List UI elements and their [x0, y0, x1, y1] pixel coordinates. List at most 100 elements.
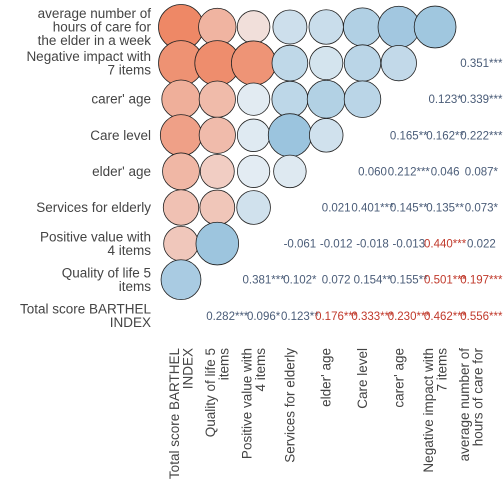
- correlation-value-label: 0.230***: [388, 311, 431, 323]
- correlation-circle: [236, 190, 271, 225]
- row-label-line: Care level: [90, 128, 151, 143]
- correlation-circle: [199, 153, 235, 189]
- svg-text:elder' age: elder' age: [319, 348, 334, 407]
- correlation-circle: [308, 9, 344, 45]
- correlation-circle: [236, 10, 271, 44]
- svg-text:Total score BARTHELINDEX: Total score BARTHELINDEX: [167, 348, 196, 480]
- correlation-value-label: -0.012: [320, 239, 353, 251]
- row-label: carer' age: [91, 92, 151, 107]
- svg-text:average number ofhours of care: average number ofhours of care for: [457, 347, 486, 461]
- correlation-circle: [343, 80, 382, 118]
- column-label: Care level: [355, 348, 370, 409]
- correlation-value-label: 0.282***: [206, 311, 249, 323]
- row-label-line: Negative impact with: [26, 49, 151, 64]
- correlation-value-label: 0.165**: [390, 130, 428, 142]
- correlation-circle: [162, 189, 200, 226]
- row-label-line: INDEX: [110, 315, 151, 330]
- column-label-line: Negative impact with: [421, 348, 436, 473]
- svg-text:Negative impact with7 items: Negative impact with7 items: [421, 348, 450, 473]
- row-label-line: the elder in a week: [38, 33, 152, 48]
- correlation-value-label: 0.046: [431, 166, 460, 178]
- correlation-value-label: 0.222***: [460, 130, 503, 142]
- correlation-value-label: -0.013: [392, 239, 425, 251]
- row-label-line: elder' age: [92, 164, 151, 179]
- row-label: average number of hours of care for the el…: [38, 6, 152, 48]
- correlation-value-label: 0.351***: [460, 58, 503, 70]
- column-label: Services for elderly: [282, 348, 297, 463]
- correlation-value-label: 0.072: [322, 275, 351, 287]
- correlation-value-label: 0.401***: [351, 203, 394, 215]
- row-label-line: 7 items: [107, 62, 151, 77]
- correlation-value-label: 0.155**: [390, 275, 428, 287]
- column-label-line: 4 items: [253, 348, 268, 392]
- row-label: elder' age: [92, 164, 151, 179]
- correlation-value-label: 0.135**: [426, 203, 464, 215]
- column-label: elder' age: [319, 348, 334, 407]
- correlation-circle: [380, 44, 417, 82]
- column-labels-layer: Total score BARTHELINDEX Quality of life …: [167, 347, 486, 479]
- row-labels-layer: average number of hours of care for the el…: [20, 6, 152, 330]
- correlation-circle: [199, 189, 236, 226]
- correlation-value-label: 0.123**: [281, 311, 319, 323]
- correlation-circle: [159, 114, 203, 157]
- column-label: carer' age: [391, 348, 406, 408]
- correlation-value-label: 0.087*: [465, 166, 499, 178]
- row-label-line: Positive value with: [40, 229, 151, 244]
- column-label-line: Quality of life 5: [203, 348, 218, 437]
- correlation-value-label: 0.176***: [315, 311, 358, 323]
- correlation-circle: [161, 79, 201, 119]
- column-label-line: 7 items: [434, 348, 449, 392]
- correlation-value-label: 0.556***: [460, 311, 503, 323]
- correlation-value-label: 0.123*: [428, 94, 462, 106]
- correlation-circle: [237, 82, 271, 116]
- column-label-line: average number of: [457, 348, 472, 462]
- svg-text:carer' age: carer' age: [391, 348, 406, 408]
- row-label: Services for elderly: [36, 200, 151, 215]
- correlation-circle: [308, 118, 344, 153]
- row-label-line: items: [119, 279, 152, 294]
- correlation-circle: [309, 46, 344, 81]
- correlation-circle: [198, 116, 236, 154]
- correlation-value-label: 0.022: [467, 239, 496, 251]
- row-label-line: 4 items: [107, 243, 151, 258]
- correlation-value-label: 0.102*: [283, 275, 317, 287]
- column-label: Quality of life 5items: [203, 348, 232, 438]
- correlation-value-label: 0.462***: [424, 311, 467, 323]
- column-label: average number ofhours of care for: [457, 347, 486, 461]
- correlation-value-label: 0.096*: [247, 311, 281, 323]
- svg-text:Positive value with4 items: Positive value with4 items: [239, 348, 268, 459]
- correlation-circle: [231, 40, 277, 86]
- column-label: Negative impact with7 items: [421, 348, 450, 473]
- correlation-value-label: 0.197***: [460, 275, 503, 287]
- correlation-circle: [236, 118, 271, 152]
- row-label: Care level: [90, 128, 151, 143]
- correlation-circle: [306, 79, 346, 119]
- row-label-line: Quality of life 5: [62, 265, 151, 280]
- correlation-circle: [377, 5, 420, 49]
- row-label: Positive value with 4 items: [40, 229, 151, 258]
- row-label-line: Total score BARTHEL: [20, 302, 152, 317]
- correlation-circle: [272, 9, 308, 45]
- row-label-line: average number of: [38, 6, 152, 21]
- row-label-line: hours of care for: [53, 20, 152, 35]
- correlation-value-label: 0.154**: [354, 275, 392, 287]
- svg-text:Quality of life 5items: Quality of life 5items: [203, 348, 232, 438]
- correlation-circle: [195, 221, 240, 266]
- correlation-circle: [273, 154, 307, 189]
- correlation-circle: [163, 225, 199, 262]
- correlation-value-label: 0.212***: [388, 166, 431, 178]
- correlation-circle: [413, 5, 457, 49]
- row-label: Total score BARTHEL INDEX: [20, 302, 152, 331]
- correlation-circle: [343, 44, 382, 82]
- correlation-value-label: 0.021: [322, 203, 351, 215]
- column-label: Positive value with4 items: [239, 348, 268, 459]
- correlation-circle: [271, 44, 309, 82]
- column-label-line: carer' age: [391, 348, 406, 408]
- column-label-line: elder' age: [319, 348, 334, 407]
- row-label-line: carer' age: [91, 92, 151, 107]
- correlation-value-label: 0.060: [358, 166, 387, 178]
- correlation-circle: [267, 113, 312, 158]
- value-labels-layer: 0.351*** 0.123*0.339*** 0.165**0.162**0.22…: [206, 58, 503, 323]
- correlation-value-label: 0.440***: [424, 239, 467, 251]
